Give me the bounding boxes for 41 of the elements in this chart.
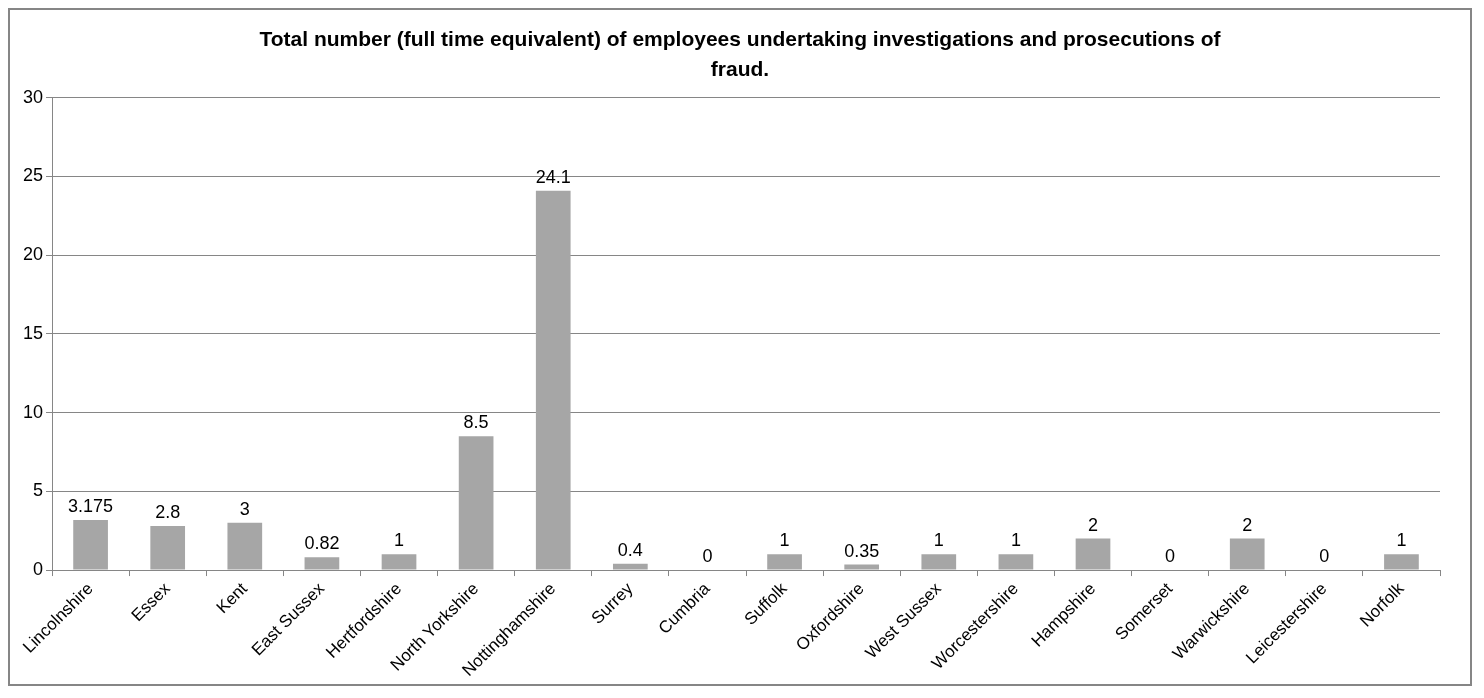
data-label: 0	[1165, 546, 1176, 567]
data-label: 0	[702, 546, 713, 567]
chart-title: Total number (full time equivalent) of employees undertaking investigations and prosecutions of fraud.	[258, 26, 1222, 82]
data-label: 0.4	[617, 539, 643, 560]
bar	[73, 520, 108, 570]
data-label: 1	[394, 530, 405, 551]
bar	[1075, 538, 1111, 570]
data-label: 3.175	[68, 496, 114, 517]
bar	[1229, 538, 1265, 570]
bar	[535, 190, 571, 570]
bar	[227, 522, 263, 570]
data-label: 1	[933, 530, 944, 551]
y-tick-label: 5	[33, 480, 44, 501]
bar	[1384, 554, 1419, 570]
bar	[150, 525, 186, 570]
data-label: 0	[1319, 546, 1330, 567]
bar	[767, 554, 802, 570]
y-tick-label: 10	[22, 401, 44, 422]
bar	[998, 554, 1034, 570]
bar	[921, 554, 957, 570]
bar	[304, 557, 340, 570]
data-label: 1	[1396, 530, 1407, 551]
y-tick-label: 15	[22, 322, 44, 343]
bar	[381, 554, 417, 570]
data-label: 8.5	[463, 412, 489, 433]
bar	[458, 436, 494, 570]
y-tick-label: 20	[22, 244, 44, 265]
y-tick-label: 30	[22, 86, 44, 107]
data-label: 24.1	[535, 166, 571, 187]
data-label: 0.82	[304, 533, 340, 554]
data-label: 2.8	[155, 501, 181, 522]
data-label: 2	[1088, 514, 1099, 535]
bar	[844, 564, 880, 570]
data-label: 1	[1010, 530, 1021, 551]
y-tick-label: 25	[22, 165, 44, 186]
bar	[613, 563, 648, 570]
data-label: 0.35	[844, 540, 880, 561]
data-label: 3	[239, 498, 250, 519]
y-tick-label: 0	[33, 559, 44, 580]
data-label: 2	[1242, 514, 1253, 535]
data-label: 1	[779, 530, 790, 551]
